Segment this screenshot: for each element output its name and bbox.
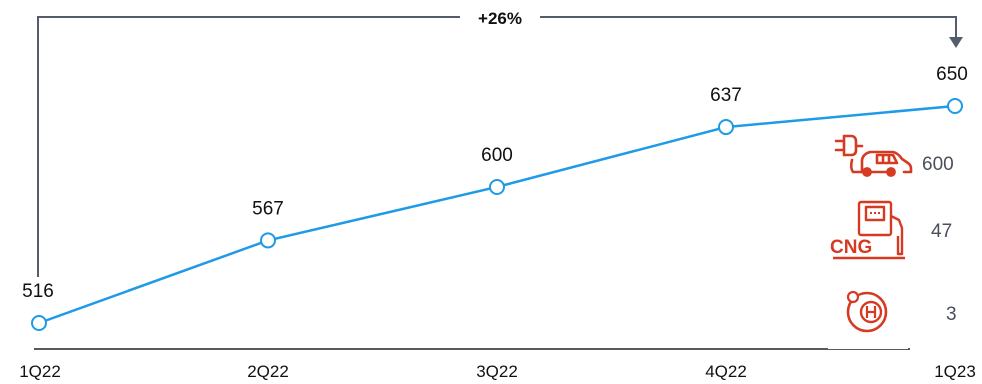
x-tick-label-1q22: 1Q22 xyxy=(19,362,61,381)
hydrogen-icon xyxy=(846,290,888,333)
data-point-4q22 xyxy=(718,119,734,136)
growth-bracket-line xyxy=(37,16,957,277)
data-label-1q22: 516 xyxy=(22,281,54,302)
data-point-3q22 xyxy=(489,178,505,195)
x-axis-tick-labels: 1Q22 2Q22 3Q22 4Q22 1Q23 xyxy=(19,362,976,381)
data-label-2q22: 567 xyxy=(252,198,284,219)
x-tick-label-1q23: 1Q23 xyxy=(934,362,976,381)
growth-label: +26% xyxy=(478,9,522,28)
x-tick-label-2q22: 2Q22 xyxy=(247,362,289,381)
data-point-2q22 xyxy=(260,232,276,249)
data-points xyxy=(31,98,963,331)
growth-bracket: +26% xyxy=(37,9,963,277)
data-point-1q23 xyxy=(947,98,963,114)
x-tick-label-3q22: 3Q22 xyxy=(476,362,518,381)
growth-bracket-arrowhead xyxy=(949,37,963,48)
breakdown-value-hydrogen: 3 xyxy=(946,304,957,325)
breakdown-value-cng: 47 xyxy=(931,221,952,242)
breakdown-value-ev: 600 xyxy=(922,154,954,175)
data-label-3q22: 600 xyxy=(481,145,513,166)
data-label-1q23: 650 xyxy=(936,64,968,85)
cng-pump-icon: CNG xyxy=(830,200,905,260)
data-point-1q22 xyxy=(31,315,47,331)
data-labels: 516 567 600 637 650 xyxy=(22,64,968,302)
series-line xyxy=(38,104,956,325)
x-tick-label-4q22: 4Q22 xyxy=(705,362,747,381)
ev-charging-car-icon xyxy=(834,134,913,177)
data-label-4q22: 637 xyxy=(710,85,742,106)
cng-icon-lettering: CNG xyxy=(830,237,872,258)
